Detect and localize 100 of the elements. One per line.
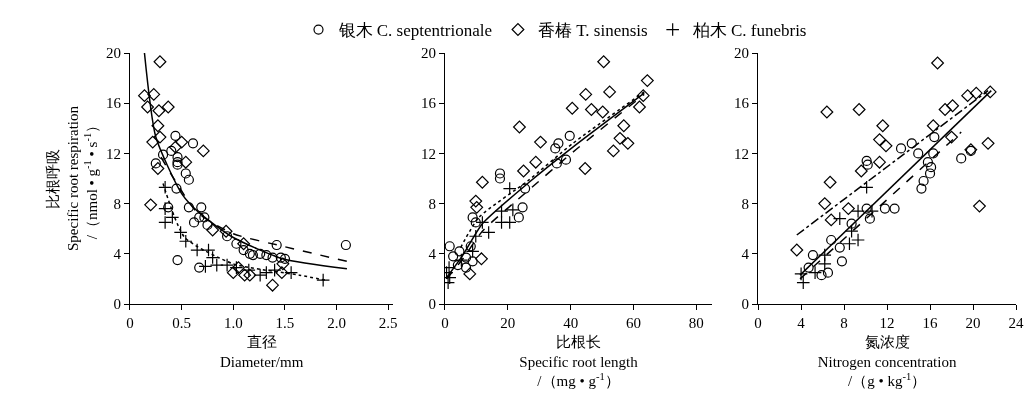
point: [861, 203, 872, 214]
point: [520, 183, 531, 194]
point: [969, 86, 983, 100]
y-tick-label: 4: [428, 246, 437, 263]
point: [862, 159, 873, 170]
point: [247, 249, 259, 261]
point: [220, 258, 234, 272]
point: [172, 254, 183, 266]
point: [834, 242, 845, 253]
point: [851, 204, 865, 219]
point: [187, 138, 199, 149]
point: [474, 252, 488, 266]
y-tick-label: 16: [420, 95, 437, 112]
point: [924, 168, 936, 179]
point: [153, 130, 167, 144]
point: [275, 266, 289, 280]
point: [444, 241, 455, 252]
point: [241, 263, 256, 278]
point: [470, 200, 484, 214]
x-tick-label: 0: [126, 315, 134, 332]
point: [873, 133, 886, 147]
point: [179, 155, 193, 169]
y-tick-label: 4: [741, 246, 750, 263]
point: [266, 278, 279, 292]
point: [597, 55, 611, 69]
point: [243, 268, 257, 282]
point: [579, 87, 593, 101]
point: [199, 212, 210, 223]
point: [150, 158, 161, 169]
point: [906, 138, 917, 149]
point: [505, 202, 520, 217]
point: [606, 144, 620, 158]
point: [172, 152, 183, 163]
point: [255, 248, 266, 259]
point: [822, 267, 834, 278]
point: [836, 256, 848, 267]
point: [956, 153, 967, 164]
point: [636, 89, 650, 103]
point: [171, 183, 182, 194]
y-tick-label: 0: [741, 296, 750, 313]
point: [807, 249, 819, 261]
point: [929, 131, 940, 143]
y-tick-label: 8: [741, 195, 750, 212]
point: [926, 162, 937, 173]
y-tick-label: 0: [113, 296, 121, 313]
point: [188, 217, 200, 228]
point: [151, 162, 165, 175]
point: [841, 202, 855, 216]
point: [196, 202, 207, 213]
x-tick-label: 80: [688, 315, 704, 332]
point: [961, 89, 975, 103]
point: [513, 212, 524, 223]
point: [938, 103, 952, 116]
legend-label: 香椿 T. sinensis: [537, 21, 648, 41]
point: [824, 213, 838, 227]
point: [467, 212, 478, 223]
x-tick-label: 24: [1008, 315, 1024, 332]
point: [259, 265, 274, 280]
point: [467, 256, 478, 267]
point: [584, 103, 598, 116]
point: [918, 175, 929, 187]
point: [865, 204, 879, 219]
point: [276, 257, 290, 271]
point: [945, 130, 958, 144]
point: [916, 183, 927, 194]
point: [560, 154, 572, 165]
point: [468, 229, 483, 244]
y-tick-label: 4: [113, 246, 122, 263]
point: [190, 243, 205, 257]
point: [613, 131, 627, 145]
y-tick-label: 20: [105, 45, 121, 62]
x-tick-label: 20: [965, 315, 981, 332]
legend-label: 银木 C. septentrionale: [337, 21, 492, 41]
point: [153, 55, 167, 69]
point: [817, 256, 832, 271]
point: [551, 158, 562, 169]
point: [633, 100, 646, 114]
point: [946, 99, 960, 113]
y-tick-label: 0: [428, 296, 436, 313]
point: [169, 140, 182, 154]
point: [158, 180, 173, 195]
point: [640, 74, 654, 88]
point: [465, 241, 476, 252]
point: [842, 236, 857, 251]
point: [879, 203, 891, 214]
point: [166, 145, 177, 156]
point: [175, 135, 189, 149]
point: [913, 148, 924, 159]
point: [876, 119, 890, 133]
y-tick-label: 20: [420, 45, 436, 62]
point: [981, 136, 995, 150]
point: [603, 85, 617, 99]
y-tick-label: 16: [105, 95, 122, 112]
point: [316, 273, 331, 288]
x-tick-label: 0: [754, 315, 762, 332]
point: [463, 267, 477, 281]
point: [183, 174, 194, 185]
point: [808, 265, 822, 280]
point: [144, 198, 158, 212]
point: [889, 203, 900, 214]
